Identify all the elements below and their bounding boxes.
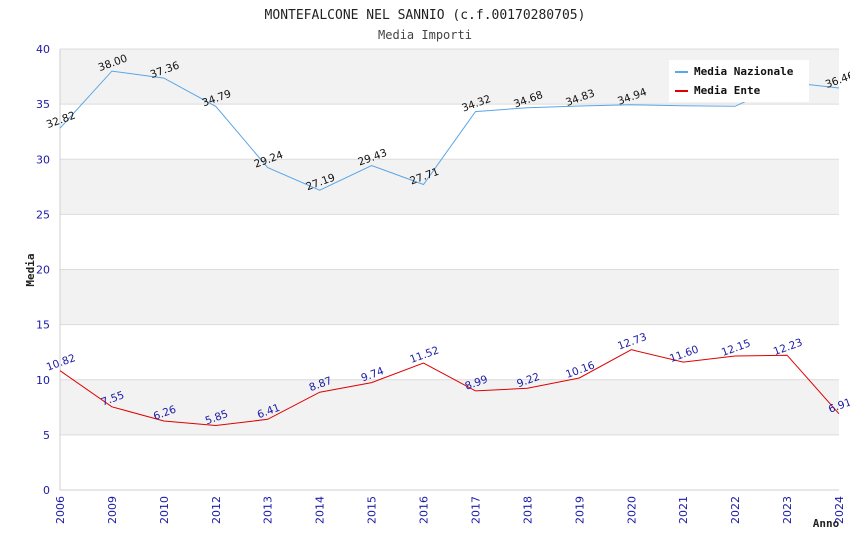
x-tick-label: 2015 <box>366 496 379 524</box>
grid-lines <box>59 48 839 491</box>
x-tick-label: 2014 <box>314 496 327 524</box>
x-tick-label: 2012 <box>210 496 223 524</box>
plot-bands <box>60 49 839 490</box>
legend: Media Nazionale Media Ente <box>669 60 809 102</box>
legend-label-ente: Media Ente <box>694 84 761 97</box>
x-tick-label: 2023 <box>781 496 794 524</box>
x-tick-label: 2016 <box>418 496 431 524</box>
legend-label-nazionale: Media Nazionale <box>694 65 794 78</box>
x-tick-label: 2010 <box>158 496 171 524</box>
plot-band <box>60 269 839 325</box>
chart-subtitle: Media Importi <box>378 28 472 42</box>
x-tick-label: 2019 <box>573 496 586 524</box>
plot-band <box>60 379 839 435</box>
plot-band <box>60 159 839 215</box>
series-line-ente <box>59 349 840 427</box>
y-tick-label: 30 <box>36 153 50 166</box>
y-tick-label: 25 <box>36 208 50 221</box>
y-tick-label: 40 <box>36 43 50 56</box>
y-tick-label: 35 <box>36 98 50 111</box>
x-axis: 2006 2009 2010 2012 2013 2014 2015 2016 2017 2018… <box>54 496 846 524</box>
x-tick-label: 2018 <box>521 496 534 524</box>
x-tick-label: 2021 <box>677 496 690 524</box>
y-tick-label: 5 <box>43 429 50 442</box>
plot-band <box>60 214 839 270</box>
y-tick-label: 20 <box>36 264 50 277</box>
series-line-nazionale <box>59 70 840 191</box>
legend-box <box>669 60 809 102</box>
y-axis-label: Media <box>24 253 37 286</box>
x-tick-label: 2013 <box>262 496 275 524</box>
plot-band <box>60 434 839 490</box>
x-tick-label: 2006 <box>54 496 67 524</box>
x-tick-label: 2022 <box>729 496 742 524</box>
x-tick-label: 2009 <box>106 496 119 524</box>
x-axis-label: Anno <box>813 517 840 530</box>
chart-title: MONTEFALCONE NEL SANNIO (c.f.00170280705… <box>265 8 586 23</box>
plot-band <box>60 104 839 160</box>
y-axis: 0 5 10 15 20 25 30 35 40 <box>36 43 50 497</box>
y-tick-label: 0 <box>43 484 50 497</box>
y-tick-label: 10 <box>36 374 50 387</box>
x-tick-label: 2020 <box>625 496 638 524</box>
x-tick-label: 2024 <box>833 496 846 524</box>
y-tick-label: 15 <box>36 319 50 332</box>
x-tick-label: 2017 <box>469 496 482 524</box>
plot-band <box>60 324 839 380</box>
